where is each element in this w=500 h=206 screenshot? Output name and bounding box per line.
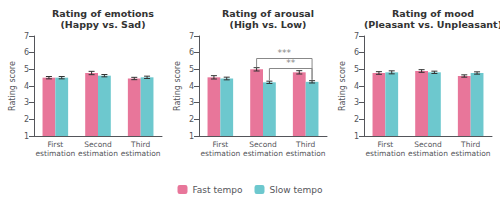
- svg-text:Third: Third: [295, 140, 315, 149]
- svg-text:Slow tempo: Slow tempo: [270, 185, 323, 195]
- svg-text:2: 2: [354, 115, 359, 124]
- svg-text:First: First: [47, 140, 63, 149]
- svg-text:Second: Second: [414, 140, 442, 149]
- svg-text:(High vs. Low): (High vs. Low): [230, 19, 307, 30]
- svg-text:4: 4: [24, 82, 29, 91]
- svg-text:6: 6: [189, 48, 194, 57]
- svg-text:estimation: estimation: [365, 149, 405, 158]
- svg-text:estimation: estimation: [286, 149, 326, 158]
- svg-text:estimation: estimation: [35, 149, 75, 158]
- svg-text:estimation: estimation: [243, 149, 283, 158]
- svg-text:5: 5: [354, 65, 359, 74]
- svg-text:**: **: [286, 58, 296, 68]
- svg-text:3: 3: [189, 98, 194, 107]
- svg-text:Rating of emotions: Rating of emotions: [52, 8, 154, 19]
- svg-text:6: 6: [24, 48, 29, 57]
- svg-text:estimation: estimation: [78, 149, 118, 158]
- svg-text:Rating of mood: Rating of mood: [392, 8, 474, 19]
- svg-text:2: 2: [189, 115, 194, 124]
- svg-text:First: First: [212, 140, 228, 149]
- svg-text:1: 1: [24, 132, 29, 141]
- svg-text:Rating score: Rating score: [338, 61, 347, 111]
- svg-text:estimation: estimation: [451, 149, 491, 158]
- svg-text:1: 1: [354, 132, 359, 141]
- svg-text:7: 7: [354, 32, 359, 41]
- svg-text:First: First: [377, 140, 393, 149]
- svg-text:Rating score: Rating score: [173, 61, 182, 111]
- svg-text:(Pleasant vs. Unpleasant): (Pleasant vs. Unpleasant): [364, 19, 500, 30]
- svg-text:Second: Second: [84, 140, 112, 149]
- svg-text:Third: Third: [130, 140, 150, 149]
- svg-text:7: 7: [189, 32, 194, 41]
- svg-text:Rating score: Rating score: [8, 61, 17, 111]
- svg-text:7: 7: [24, 32, 29, 41]
- svg-text:estimation: estimation: [200, 149, 240, 158]
- svg-text:3: 3: [24, 98, 29, 107]
- svg-text:3: 3: [354, 98, 359, 107]
- svg-text:estimation: estimation: [408, 149, 448, 158]
- svg-text:Third: Third: [460, 140, 480, 149]
- svg-text:5: 5: [24, 65, 29, 74]
- svg-text:4: 4: [189, 82, 194, 91]
- svg-text:Second: Second: [249, 140, 277, 149]
- svg-text:1: 1: [189, 132, 194, 141]
- svg-text:5: 5: [189, 65, 194, 74]
- svg-text:estimation: estimation: [121, 149, 161, 158]
- svg-text:Rating of arousal: Rating of arousal: [222, 8, 314, 19]
- svg-text:6: 6: [354, 48, 359, 57]
- svg-text:***: ***: [278, 48, 292, 58]
- svg-text:2: 2: [24, 115, 29, 124]
- svg-text:4: 4: [354, 82, 359, 91]
- svg-text:(Happy vs. Sad): (Happy vs. Sad): [61, 19, 146, 30]
- svg-text:Fast tempo: Fast tempo: [193, 185, 243, 195]
